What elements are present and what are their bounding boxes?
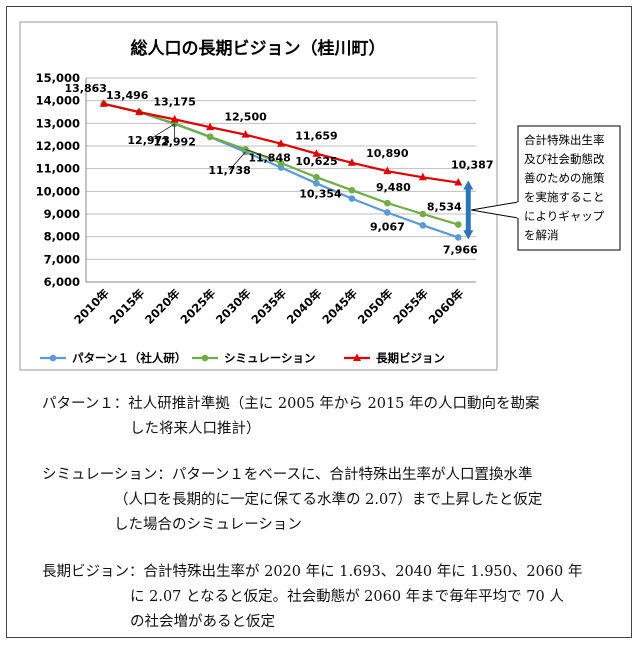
data-label: 13,175 (153, 95, 195, 108)
legend-swatch-marker-1 (201, 354, 209, 362)
data-label: 11,659 (295, 130, 337, 143)
series-point-0 (454, 234, 462, 241)
data-label: 9,067 (370, 220, 405, 233)
series-point-2 (347, 158, 356, 166)
legend-label-2: 長期ビジョン (376, 351, 445, 365)
series-point-2 (418, 172, 427, 181)
callout-text-line: によりギャップ (524, 209, 605, 223)
data-label: 7,966 (443, 243, 478, 256)
gap-arrow-head-top (463, 180, 474, 190)
series-point-1 (313, 173, 320, 181)
series-point-2 (277, 139, 285, 147)
data-label: 11,848 (248, 151, 290, 164)
chart-area-border (19, 21, 498, 371)
y-tick-label: 9,000 (44, 207, 80, 221)
series-point-2 (99, 99, 108, 107)
series-point-2 (206, 122, 215, 131)
callout-text-line: を解消 (524, 228, 559, 242)
y-tick-label: 15,000 (36, 71, 80, 85)
y-tick-label: 11,000 (36, 162, 80, 176)
series-point-2 (454, 178, 463, 186)
series-point-2 (135, 107, 144, 116)
y-tick-label: 10,000 (36, 184, 80, 198)
series-point-1 (454, 221, 462, 228)
series-point-0 (348, 195, 356, 202)
series-point-2 (312, 149, 321, 157)
y-tick-label: 14,000 (36, 94, 80, 108)
series-point-1 (348, 186, 356, 194)
series-point-0 (419, 222, 427, 229)
note-vision-head: 長期ビジョン： (42, 564, 144, 580)
data-label: 13,863 (65, 82, 107, 95)
data-label: 12,992 (153, 136, 195, 149)
callout-text-line: 及び社会動態改 (524, 152, 605, 166)
note-vision-line2: に 2.07 となると仮定。社会動態が 2060 年まで毎年平均で 70 人 (130, 589, 564, 605)
note-pattern1-line1: 社人研推計準拠（主に 2005 年から 2015 年の人口動向を勘案 (128, 396, 540, 412)
series-point-0 (313, 180, 320, 187)
note-pattern1-head: パターン１： (42, 396, 129, 412)
legend-swatch-marker-2 (353, 353, 361, 361)
series-point-2 (241, 130, 250, 138)
note-pattern1-line2: した将来人口推計） (130, 421, 261, 437)
note-simulation-line2: （人口を長期的に一定に保てる水準の 2.07）まで上昇したと仮定 (114, 492, 543, 508)
series-point-2 (170, 114, 179, 123)
data-label: 13,496 (106, 89, 149, 102)
data-label: 10,387 (451, 159, 493, 172)
y-tick-label: 13,000 (36, 116, 80, 130)
y-tick-label: 7,000 (44, 252, 80, 266)
callout-text-line: 善のための施策 (524, 171, 605, 185)
series-point-2 (383, 166, 392, 175)
note-simulation-head: シミュレーション： (42, 467, 172, 483)
chart-title: 総人口の長期ビジョン（桂川町） (131, 38, 386, 59)
data-label: 9,480 (376, 181, 411, 194)
gap-arrow-shaft (465, 188, 471, 232)
series-point-0 (277, 164, 285, 171)
series-point-1 (206, 133, 214, 141)
gap-arrow-head-bottom (463, 230, 474, 240)
legend-label-0: パターン１（社人研） (72, 351, 186, 365)
series-point-1 (384, 199, 391, 207)
callout-box (517, 125, 621, 251)
note-vision-line1: 合計特殊出生率が 2020 年に 1.693、2040 年に 1.950、206… (143, 564, 583, 580)
data-label: 11,738 (208, 164, 250, 177)
data-label-leader (245, 149, 270, 158)
series-point-0 (384, 209, 391, 216)
data-label: 8,534 (427, 201, 462, 214)
y-tick-label: 8,000 (44, 230, 80, 244)
figure-frame (6, 6, 632, 638)
note-simulation-line3: した場合のシミュレーション (114, 517, 302, 533)
y-tick-label: 6,000 (44, 275, 80, 289)
note-pattern1: パターン１：社人研推計準拠（主に 2005 年から 2015 年の人口動向を勘案… (42, 392, 540, 442)
data-label-leader (148, 123, 175, 141)
callout-text-line: を実施すること (524, 190, 605, 204)
series-point-1 (277, 159, 285, 167)
legend-swatch-marker-0 (49, 354, 57, 362)
population-chart: 総人口の長期ビジョン（桂川町） 6,000 7,000 8,000 9,000 10,0… (19, 21, 621, 371)
note-simulation-line1: パターン１をベースに、合計特殊出生率が人口置換水準 (171, 467, 533, 483)
data-label: 10,890 (366, 147, 409, 160)
callout-text-line: 合計特殊出生率 (524, 133, 605, 147)
note-simulation: シミュレーション：パターン１をベースに、合計特殊出生率が人口置換水準 （人口を長… (42, 463, 542, 538)
data-label-leader (229, 151, 246, 171)
data-label: 12,500 (224, 111, 267, 124)
legend-label-1: シミュレーション (224, 351, 316, 365)
note-vision: 長期ビジョン：合計特殊出生率が 2020 年に 1.693、2040 年に 1.… (42, 560, 582, 635)
y-tick-label: 12,000 (36, 139, 80, 153)
data-label: 10,354 (299, 187, 342, 200)
note-vision-line3: の社会増があると仮定 (130, 614, 275, 630)
data-label: 10,625 (295, 155, 337, 168)
data-label: 12,973 (127, 134, 169, 147)
series-point-1 (419, 210, 427, 218)
